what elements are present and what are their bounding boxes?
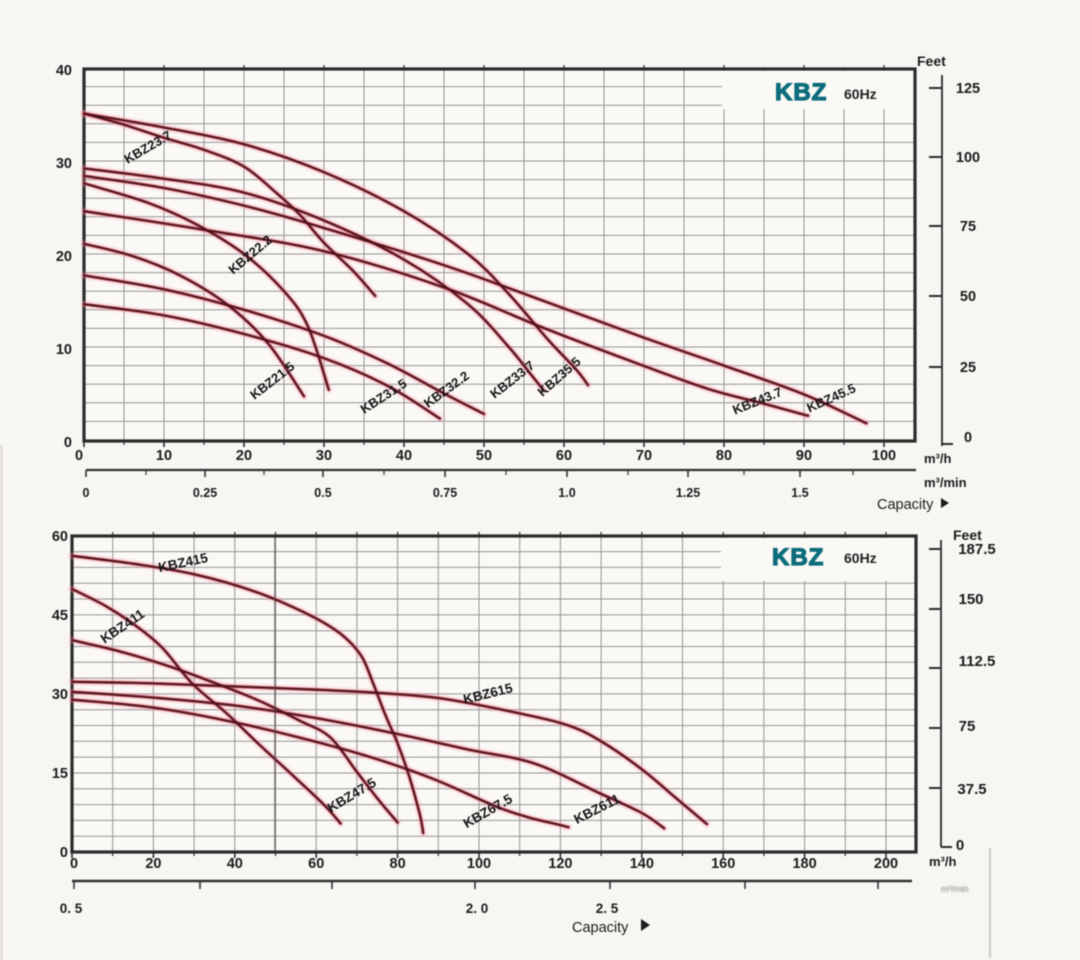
svg-text:140: 140 (630, 856, 654, 872)
svg-text:1.0: 1.0 (558, 486, 575, 500)
svg-text:1.5: 1.5 (791, 486, 808, 500)
svg-text:m³/h: m³/h (924, 451, 952, 466)
svg-text:0: 0 (83, 486, 90, 500)
svg-text:10: 10 (156, 448, 172, 464)
svg-text:Feet: Feet (953, 527, 982, 543)
svg-text:37.5: 37.5 (957, 781, 986, 798)
svg-text:40: 40 (56, 63, 72, 79)
svg-text:30: 30 (316, 448, 332, 464)
svg-text:90: 90 (796, 448, 812, 464)
svg-text:KBZ: KBZ (775, 79, 827, 106)
svg-text:KBZ: KBZ (772, 544, 824, 571)
svg-text:50: 50 (476, 448, 492, 464)
svg-text:187.5: 187.5 (958, 541, 996, 558)
svg-text:Capacity: Capacity (877, 497, 934, 513)
svg-text:60: 60 (52, 529, 68, 545)
svg-text:20: 20 (236, 448, 252, 464)
svg-text:m³/h: m³/h (929, 854, 957, 869)
svg-text:80: 80 (716, 448, 732, 464)
svg-text:0: 0 (64, 435, 72, 451)
svg-text:125: 125 (956, 81, 980, 97)
svg-text:150: 150 (958, 591, 983, 608)
svg-text:100: 100 (467, 856, 491, 872)
svg-text:112.5: 112.5 (959, 653, 996, 670)
svg-text:100: 100 (872, 448, 896, 464)
svg-text:0: 0 (60, 845, 68, 861)
svg-text:m³/min: m³/min (924, 475, 967, 490)
svg-text:45: 45 (52, 608, 68, 624)
svg-text:2. 0: 2. 0 (466, 901, 489, 916)
svg-text:70: 70 (636, 448, 652, 464)
svg-text:75: 75 (959, 718, 976, 735)
svg-text:0: 0 (70, 856, 78, 872)
svg-text:Feet: Feet (917, 53, 946, 69)
svg-text:30: 30 (52, 687, 68, 703)
svg-text:40: 40 (396, 448, 412, 464)
svg-text:0: 0 (964, 430, 972, 446)
svg-text:20: 20 (145, 856, 161, 872)
svg-text:0.75: 0.75 (433, 486, 457, 500)
svg-text:60: 60 (308, 856, 324, 872)
svg-text:60: 60 (556, 448, 572, 464)
svg-text:160: 160 (711, 856, 735, 872)
svg-text:180: 180 (792, 856, 816, 872)
svg-text:0: 0 (75, 448, 83, 464)
svg-text:15: 15 (52, 766, 68, 782)
svg-text:100: 100 (956, 150, 980, 166)
svg-text:75: 75 (960, 219, 976, 235)
svg-text:40: 40 (227, 856, 243, 872)
svg-text:50: 50 (960, 289, 976, 305)
svg-text:1.25: 1.25 (676, 486, 700, 500)
svg-text:2. 5: 2. 5 (596, 901, 619, 916)
svg-text:30: 30 (56, 156, 72, 172)
svg-text:60Hz: 60Hz (844, 86, 877, 102)
svg-text:0: 0 (956, 837, 964, 854)
svg-text:m³/min: m³/min (941, 884, 969, 894)
svg-text:20: 20 (56, 249, 72, 265)
svg-text:120: 120 (548, 856, 572, 872)
svg-text:0.5: 0.5 (314, 486, 331, 500)
svg-text:80: 80 (390, 856, 406, 872)
svg-text:25: 25 (960, 360, 976, 376)
svg-text:Capacity: Capacity (572, 920, 629, 936)
svg-text:10: 10 (56, 342, 72, 358)
svg-text:0. 5: 0. 5 (60, 901, 83, 916)
svg-text:0.25: 0.25 (193, 486, 217, 500)
svg-text:60Hz: 60Hz (844, 550, 877, 566)
svg-text:200: 200 (874, 856, 898, 872)
